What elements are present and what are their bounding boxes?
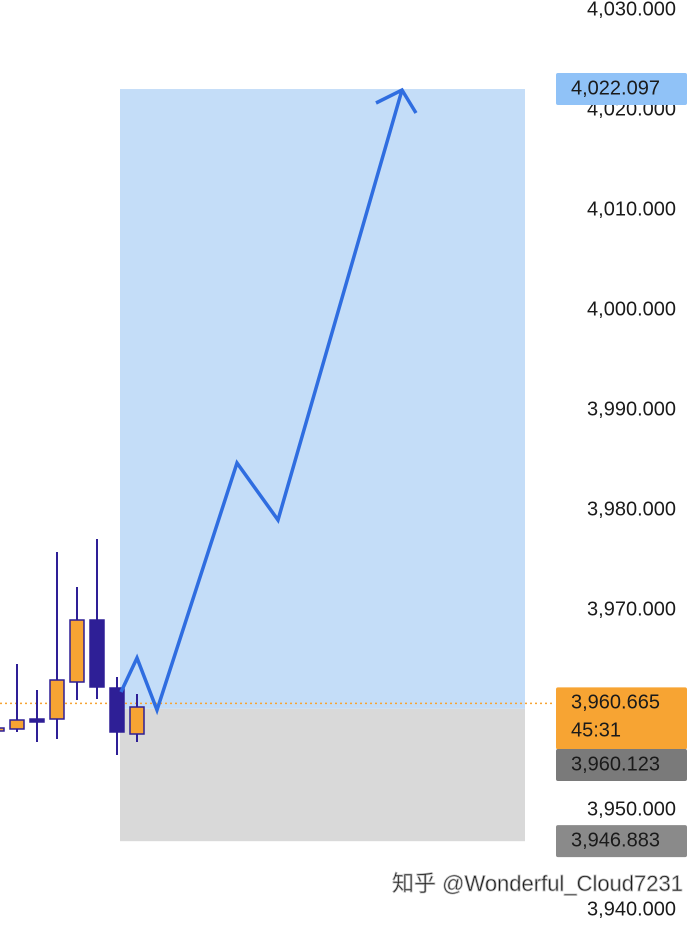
candle-body	[109, 687, 125, 733]
candle-body	[49, 679, 65, 720]
projection-arrow	[119, 89, 404, 716]
y-tick-label: 3,940.000	[587, 898, 676, 920]
price-tag	[556, 687, 687, 750]
price-tag	[556, 73, 687, 106]
target-zone	[120, 89, 525, 709]
price-tag	[556, 749, 687, 781]
arrow-head	[375, 87, 418, 114]
candle-body	[29, 718, 45, 723]
price-tag	[556, 825, 687, 858]
price-tag-label: 4,022.097	[571, 77, 660, 99]
candle-body	[0, 727, 5, 732]
candle-body	[129, 706, 145, 735]
y-tick-label: 3,950.000	[587, 798, 676, 820]
y-tick-label: 4,000.000	[587, 298, 676, 320]
stop-zone	[120, 708, 525, 842]
candle-body	[89, 619, 105, 688]
y-tick-label: 4,010.000	[587, 198, 676, 220]
y-tick-label: 3,990.000	[587, 398, 676, 420]
candle-body	[9, 719, 25, 730]
price-tag-label: 3,960.123	[571, 753, 660, 775]
y-tick-label: 3,980.000	[587, 498, 676, 520]
watermark: 知乎 @Wonderful_Cloud7231	[392, 871, 683, 896]
price-tag-label: 3,946.883	[571, 829, 660, 851]
y-tick-label: 4,030.000	[587, 0, 676, 20]
price-tag-label: 3,960.665	[571, 692, 660, 714]
candle-body	[69, 619, 85, 683]
y-tick-label: 3,970.000	[587, 598, 676, 620]
countdown: 45:31	[571, 720, 621, 742]
